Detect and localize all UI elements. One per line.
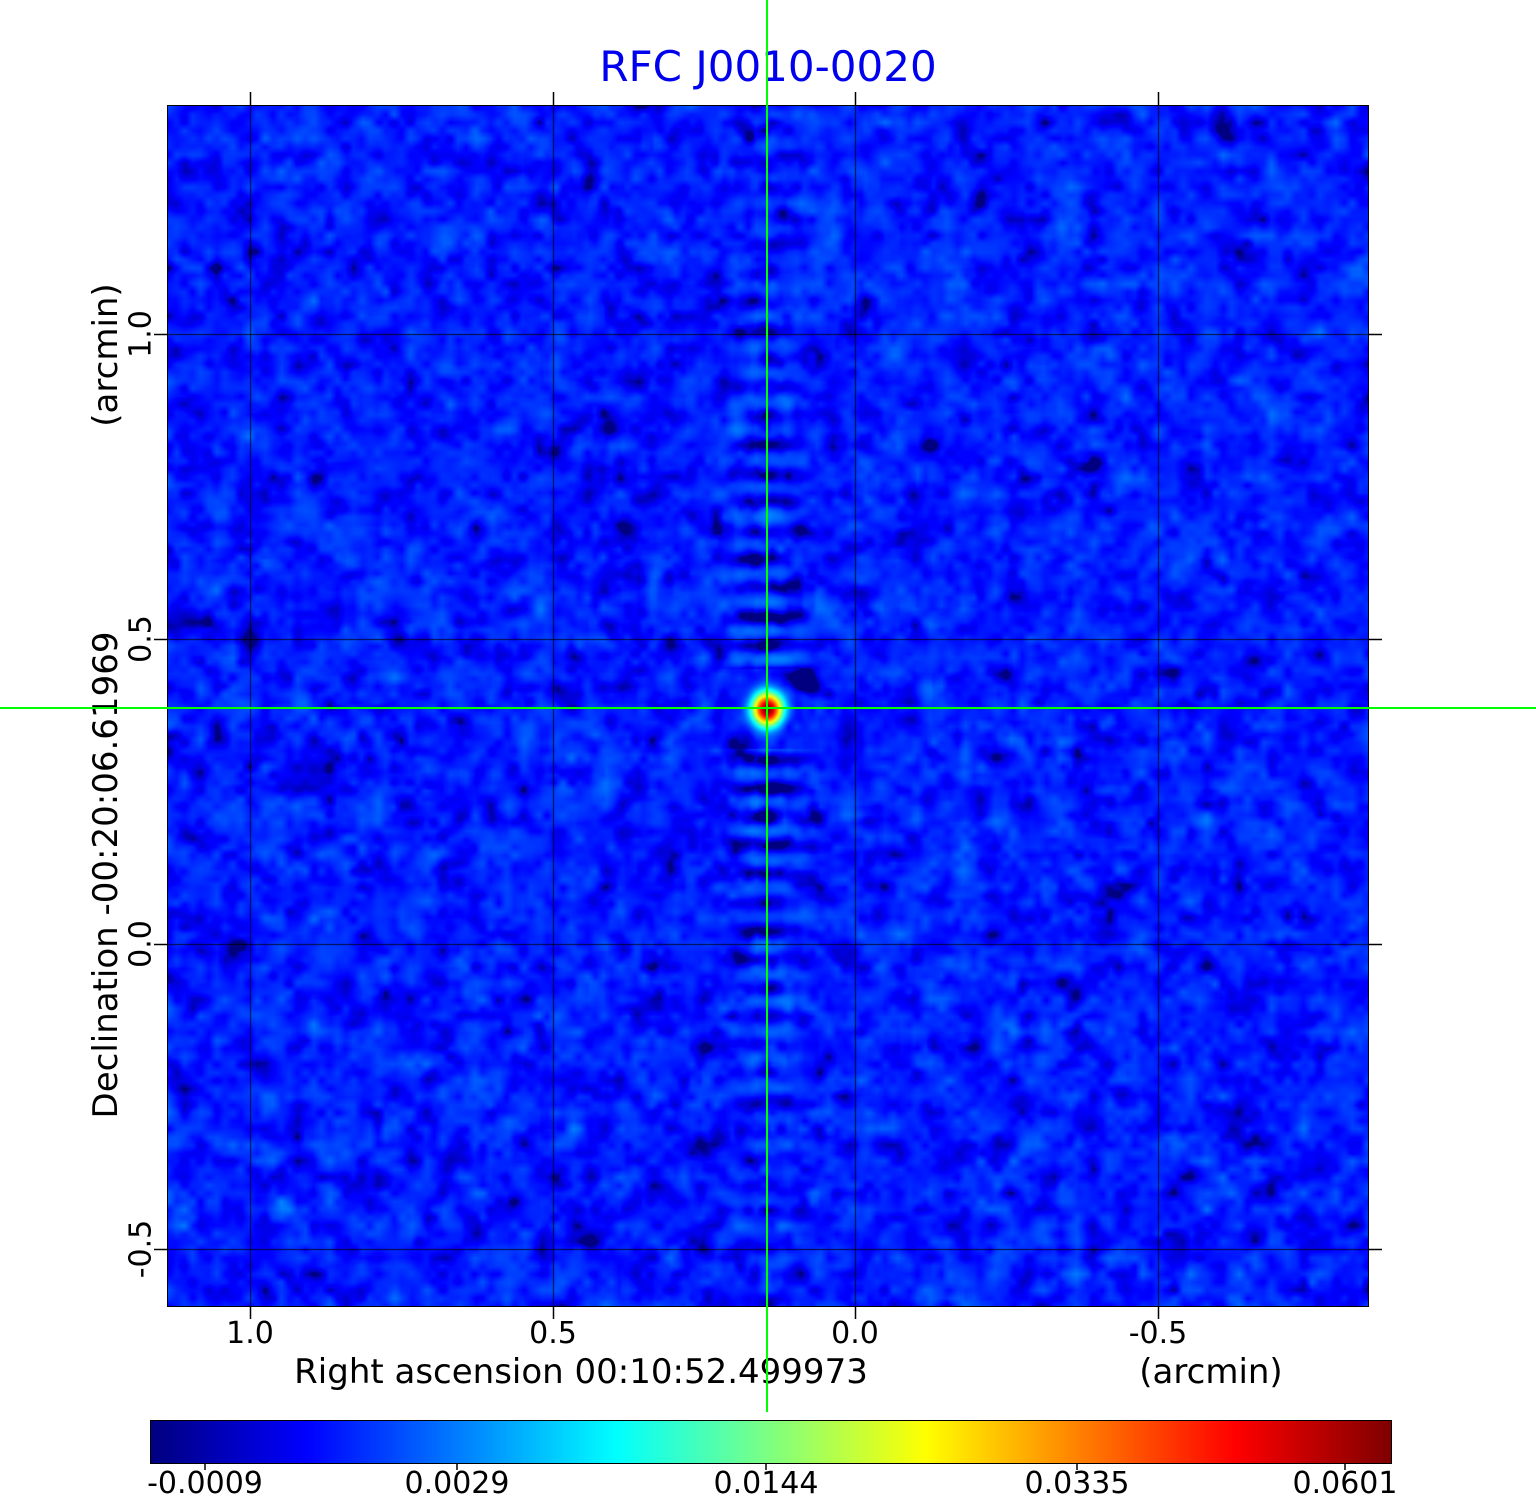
plot-title: RFC J0010-0020 bbox=[599, 42, 937, 91]
crosshair-horizontal bbox=[0, 707, 1536, 709]
y-tick-label-0: 1.0 bbox=[123, 310, 159, 358]
colorbar bbox=[150, 1420, 1392, 1464]
y-axis-unit-label: (arcmin) bbox=[86, 283, 126, 427]
x-tick-label-2: 0.0 bbox=[831, 1316, 879, 1351]
y-tick-label-3: -0.5 bbox=[123, 1219, 159, 1279]
colorbar-tick-label-0: -0.0009 bbox=[147, 1466, 263, 1501]
colorbar-tick-label-2: 0.0144 bbox=[713, 1466, 819, 1501]
x-axis-unit-label: (arcmin) bbox=[1139, 1352, 1283, 1392]
x-tick-label-1: 0.5 bbox=[529, 1316, 577, 1351]
x-tick-label-3: -0.5 bbox=[1128, 1316, 1188, 1351]
y-tick-label-1: 0.5 bbox=[123, 615, 159, 663]
crosshair-vertical bbox=[766, 0, 768, 1412]
x-tick-label-0: 1.0 bbox=[226, 1316, 274, 1351]
y-tick-label-2: 0.0 bbox=[123, 920, 159, 968]
x-axis-label: Right ascension 00:10:52.499973 bbox=[294, 1352, 868, 1392]
colorbar-tick-label-4: 0.0601 bbox=[1292, 1466, 1398, 1501]
colorbar-tick-label-1: 0.0029 bbox=[404, 1466, 510, 1501]
y-axis-label: Declination -00:20:06.61969 bbox=[86, 631, 126, 1119]
sky-image-canvas bbox=[167, 105, 1369, 1307]
colorbar-tick-label-3: 0.0335 bbox=[1024, 1466, 1130, 1501]
